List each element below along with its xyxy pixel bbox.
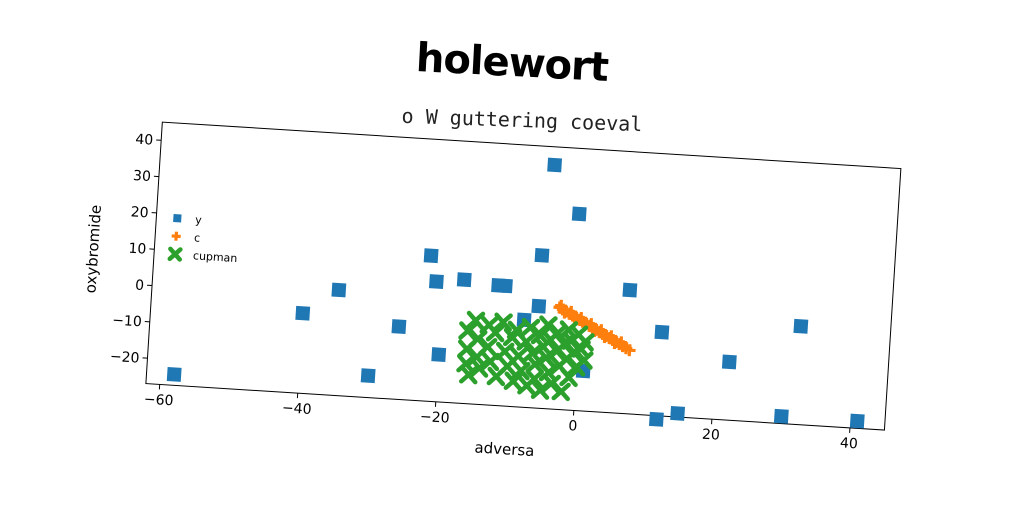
axis-ticks: −60 −40 −20 0 20 40 −20 −10 0 10 20 30 40 [109,132,859,453]
legend-marker-c [171,231,181,241]
data-point-cupman [574,350,594,370]
y-tick-label: 30 [133,168,152,185]
y-axis-label: oxybromide [81,204,105,294]
data-point-y [295,305,311,321]
data-point-y [498,278,513,294]
data-point-c [608,336,621,350]
y-tick-label: 20 [130,204,149,221]
data-point-y [721,354,737,370]
data-point-cupman [551,381,571,402]
data-point-cupman [508,346,529,366]
data-point-cupman [485,322,506,343]
data-point-y [793,318,809,334]
data-point-y [622,282,638,298]
data-point-c [554,299,568,312]
data-point-cupman [480,351,500,372]
data-point-cupman [524,369,544,389]
data-point-y [331,282,347,298]
data-point-cupman [493,312,513,332]
data-point-y [773,408,789,424]
x-tick-label: −40 [281,400,311,418]
data-point-cupman [575,332,595,352]
x-tick-label: −60 [143,392,173,410]
y-tick-label: 0 [135,277,145,294]
data-marks [166,157,865,429]
x-tick-label: −20 [420,409,450,427]
data-point-y [360,368,376,384]
legend-label-c: c [194,231,201,244]
data-point-cupman [511,361,531,381]
data-point-y [654,324,670,340]
data-point-y [428,274,444,289]
x-tick-label: 20 [701,427,720,444]
data-point-y [648,411,664,427]
data-point-y [431,347,447,363]
data-point-y [531,298,547,314]
data-point-cupman [465,310,486,331]
y-tick-label: 10 [128,241,147,258]
data-point-c [623,344,636,357]
data-point-y [547,157,563,173]
y-tick-label: 40 [135,132,154,149]
legend-marker-cupman [167,246,183,262]
data-point-y [534,247,550,263]
x-axis-label: adversa [474,438,535,460]
data-point-cupman [478,337,498,357]
data-point-y [391,319,407,335]
legend-marker-y [173,213,182,223]
data-point-cupman [495,341,515,362]
legend-label-y: y [195,213,203,226]
data-point-cupman [503,371,523,391]
data-point-c [598,330,611,344]
data-point-y [166,366,182,382]
legend-label-cupman: cupman [193,249,238,265]
data-point-c [558,306,571,319]
y-tick-label: −10 [112,313,142,331]
data-point-y [571,206,587,222]
data-point-cupman [516,332,536,352]
x-tick-label: 40 [840,435,859,452]
data-point-y [670,405,686,421]
data-point-y [423,248,439,264]
plot-frame [145,121,902,431]
y-tick-label: −20 [109,349,139,367]
data-point-y [849,413,865,429]
x-tick-label: 0 [568,418,578,435]
data-point-y [456,272,472,288]
legend: yc cupman [167,213,238,265]
data-point-cupman [559,367,579,388]
plot-area: −60 −40 −20 0 20 40 −20 −10 0 10 20 30 40 yc cupman a… [81,121,902,460]
